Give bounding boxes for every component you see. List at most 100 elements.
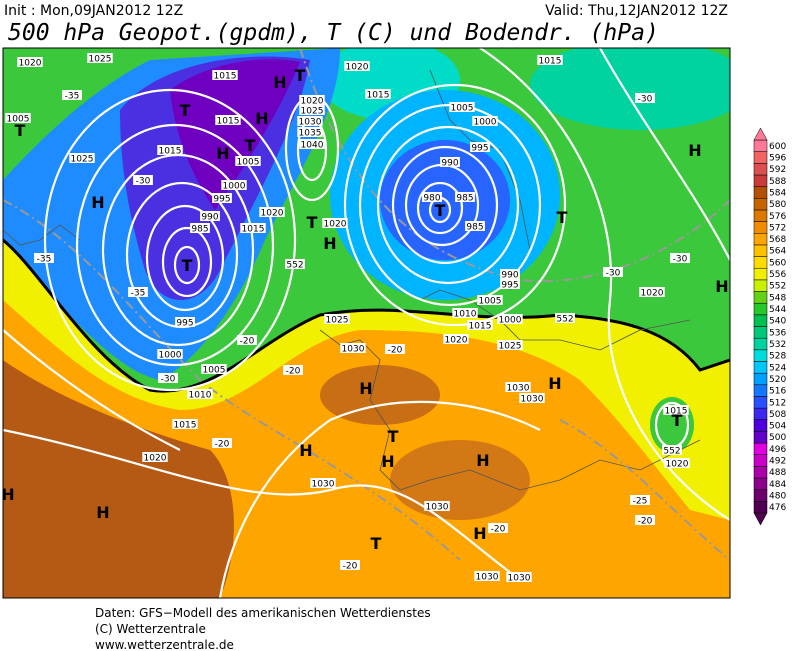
contour-label: 1015 [242, 225, 265, 235]
colorbar-label: 548 [769, 293, 786, 303]
label-box [635, 515, 655, 525]
label-box [474, 571, 500, 581]
pressure-center: T [15, 121, 26, 140]
contour-label: 1005 [479, 297, 502, 307]
colorbar-label: 496 [769, 445, 786, 455]
colorbar-box [753, 209, 768, 222]
contour-label: 990 [201, 213, 218, 223]
colorbar: 4764804844884924965005045085125165205245… [753, 127, 786, 526]
label-box [440, 157, 460, 167]
contour-label: -20 [240, 337, 255, 347]
pressure-center: T [180, 101, 191, 120]
colorbar-box [753, 139, 768, 152]
colorbar-box [753, 477, 768, 490]
contour-label: 1000 [499, 316, 522, 326]
contour-label: 1020 [445, 336, 468, 346]
colorbar-label: 584 [769, 188, 786, 198]
colorbar-box [753, 396, 768, 409]
label-box [505, 382, 531, 392]
colorbar-box [753, 244, 768, 257]
label-box [663, 405, 689, 415]
contour-label: 1015 [159, 147, 182, 157]
label-box [310, 478, 336, 488]
label-box [340, 343, 366, 353]
colorbar-arrow [753, 127, 768, 141]
pressure-center: H [91, 193, 104, 212]
cyan-field [530, 48, 730, 130]
label-box [299, 139, 325, 149]
colorbar-box [753, 431, 768, 444]
contour-label: 1015 [539, 57, 562, 67]
colorbar-box [753, 163, 768, 176]
colorbar-label: 512 [769, 398, 786, 408]
colorbar-label: 592 [769, 165, 786, 175]
contour-label: 1020 [301, 97, 324, 107]
contour-label: 1010 [189, 391, 212, 401]
contour-label: 1020 [261, 209, 284, 219]
contour-label: 985 [466, 223, 483, 233]
colorbar-box [753, 419, 768, 432]
label-box [299, 95, 325, 105]
colorbar-label: 588 [769, 177, 786, 187]
hot-field [320, 365, 440, 425]
label-box [344, 61, 370, 71]
contour-label: 995 [501, 281, 518, 291]
colorbar-box [753, 198, 768, 211]
label-box [340, 560, 360, 570]
contour-label: 1030 [299, 118, 322, 128]
colorbar-label: 492 [769, 457, 786, 467]
valid-time: Valid: Thu,12JAN2012 12Z [545, 3, 728, 19]
pressure-center: T [388, 427, 399, 446]
contour-label: 1040 [301, 141, 324, 151]
label-box [500, 269, 520, 279]
contour-label: 985 [191, 225, 208, 235]
pressure-center: T [557, 208, 568, 227]
pressure-center: H [96, 503, 109, 522]
contour-label: 1020 [144, 454, 167, 464]
pressure-center: H [688, 141, 701, 160]
contour-label: 1025 [326, 316, 349, 326]
label-box [133, 175, 153, 185]
contour-label: -35 [37, 255, 52, 265]
label-box [200, 211, 220, 221]
init-time: Init : Mon,09JAN2012 12Z [4, 3, 183, 19]
colorbar-box [753, 174, 768, 187]
colorbar-box [753, 442, 768, 455]
colorbar-label: 508 [769, 410, 786, 420]
colorbar-box [753, 279, 768, 292]
label-box [500, 279, 520, 289]
colorbar-box [753, 501, 768, 514]
colorbar-label: 476 [769, 503, 786, 513]
label-box [662, 445, 682, 455]
label-box [212, 438, 232, 448]
pressure-center: H [216, 144, 229, 163]
label-box [465, 221, 485, 231]
label-box [472, 116, 498, 126]
contour-label: 1025 [301, 107, 324, 117]
pressure-center: T [672, 411, 683, 430]
label-box [555, 313, 575, 323]
colorbar-label: 596 [769, 153, 786, 163]
contour-label: -30 [161, 375, 176, 385]
pressure-center: H [299, 441, 312, 460]
colorbar-label: 564 [769, 247, 786, 257]
contour-label: -20 [286, 367, 301, 377]
colorbar-box [753, 384, 768, 397]
footer-line: Daten: GFS−Modell des amerikanischen Wet… [95, 606, 431, 620]
colorbar-label: 580 [769, 200, 786, 210]
contour-label: 1030 [342, 345, 365, 355]
label-box [69, 153, 95, 163]
contour-label: 1015 [665, 407, 688, 417]
colorbar-label: 544 [769, 305, 786, 315]
label-box [299, 105, 325, 115]
colorbar-box [753, 372, 768, 386]
colorbar-box [753, 326, 768, 339]
label-box [172, 419, 198, 429]
pressure-center: H [381, 452, 394, 471]
label-box [297, 116, 323, 126]
label-box [187, 389, 213, 399]
label-box [455, 192, 475, 202]
label-box [449, 102, 475, 112]
contour-label: 1030 [507, 384, 530, 394]
label-box [283, 365, 303, 375]
